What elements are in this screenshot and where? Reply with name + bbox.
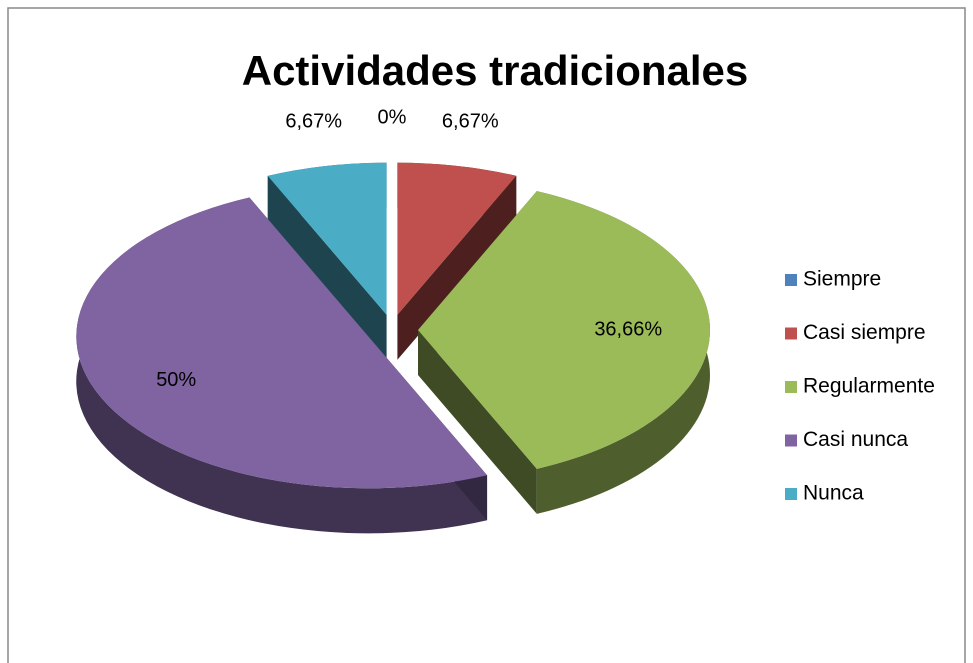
data-label: 0% (378, 106, 407, 128)
data-label: 50% (156, 369, 196, 391)
slice (397, 162, 517, 315)
legend-swatch (785, 327, 797, 340)
legend-swatch (785, 488, 797, 500)
legend-label: Regularmente (803, 375, 935, 398)
legend-swatch (785, 381, 797, 393)
slice (418, 191, 711, 469)
slice (267, 162, 387, 315)
pie-tops (76, 162, 711, 489)
legend-swatch (785, 274, 797, 286)
legend-label: Casi siempre (803, 321, 926, 344)
legend-label: Nunca (803, 482, 864, 505)
slice-side (418, 330, 537, 514)
legend-label: Siempre (803, 268, 881, 291)
data-label: 6,67% (285, 111, 342, 133)
data-label: 6,67% (442, 111, 499, 133)
slice-side (397, 175, 517, 360)
slice-side (267, 175, 387, 360)
legend-swatch (785, 434, 797, 447)
slice-side (76, 197, 488, 534)
data-label: 36,66% (594, 318, 662, 340)
chart-title: Actividades tradicionales (242, 47, 749, 94)
legend-label: Casi nunca (803, 428, 908, 451)
slice (76, 197, 488, 489)
